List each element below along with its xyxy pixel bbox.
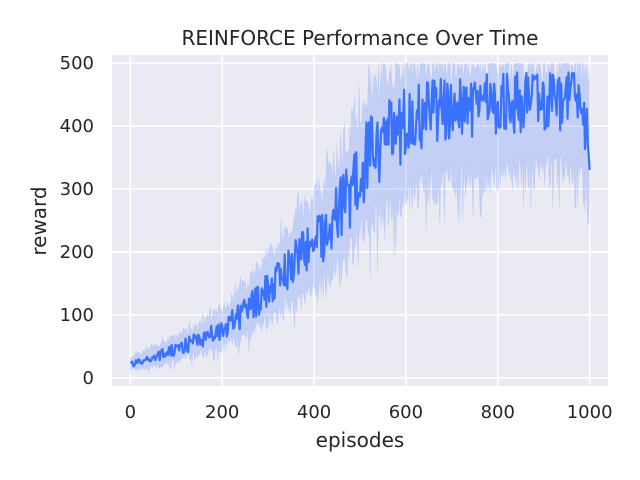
x-tick-label: 1000 bbox=[567, 402, 613, 423]
line-series bbox=[129, 71, 591, 368]
y-tick-label: 400 bbox=[60, 116, 94, 137]
x-tick-label: 400 bbox=[297, 402, 331, 423]
reward-line bbox=[129, 71, 591, 368]
x-axis-label: episodes bbox=[316, 428, 405, 452]
x-tick-label: 600 bbox=[389, 402, 423, 423]
chart-title: REINFORCE Performance Over Time bbox=[181, 26, 538, 50]
y-axis-label: reward bbox=[27, 186, 51, 255]
confidence-band-area bbox=[130, 62, 590, 376]
x-tick-label: 800 bbox=[481, 402, 515, 423]
x-tick-labels: 0 200 400 600 800 1000 bbox=[125, 402, 613, 423]
y-tick-labels: 0 100 200 300 400 500 bbox=[60, 53, 94, 389]
y-tick-label: 500 bbox=[60, 53, 94, 74]
y-tick-label: 300 bbox=[60, 179, 94, 200]
x-tick-label: 200 bbox=[205, 402, 239, 423]
x-tick-label: 0 bbox=[125, 402, 136, 423]
confidence-band bbox=[130, 62, 590, 376]
y-tick-label: 200 bbox=[60, 242, 94, 263]
y-tick-label: 0 bbox=[83, 368, 94, 389]
y-tick-label: 100 bbox=[60, 305, 94, 326]
